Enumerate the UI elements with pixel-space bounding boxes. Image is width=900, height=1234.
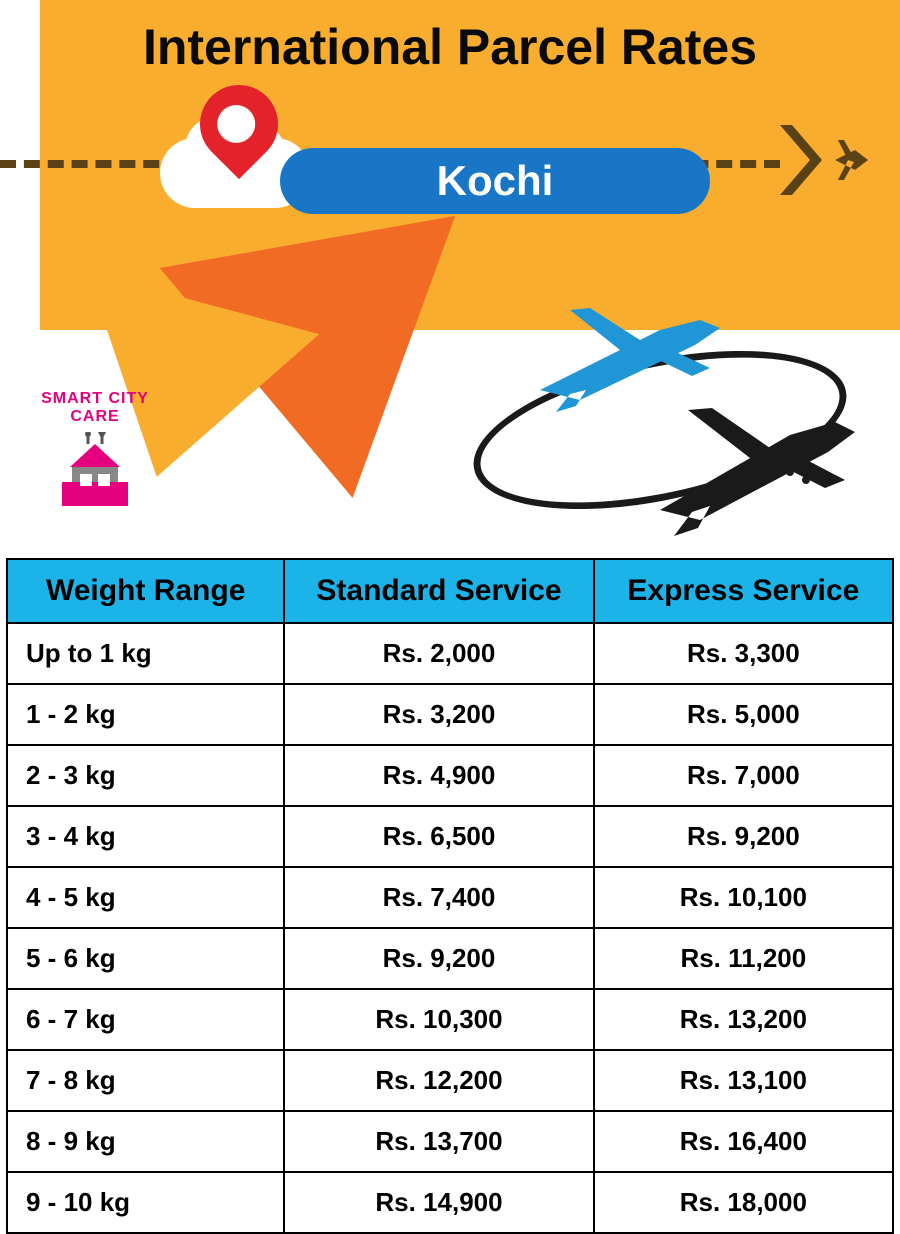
- airplane-black-icon: [640, 380, 880, 555]
- cell-weight: 2 - 3 kg: [7, 745, 284, 806]
- table-row: 7 - 8 kgRs. 12,200Rs. 13,100: [7, 1050, 893, 1111]
- cell-standard: Rs. 14,900: [284, 1172, 593, 1233]
- airplane-small-icon: [760, 110, 880, 225]
- cell-express: Rs. 16,400: [594, 1111, 893, 1172]
- cell-standard: Rs. 10,300: [284, 989, 593, 1050]
- cell-express: Rs. 10,100: [594, 867, 893, 928]
- cell-weight: 4 - 5 kg: [7, 867, 284, 928]
- cell-standard: Rs. 4,900: [284, 745, 593, 806]
- cell-weight: 5 - 6 kg: [7, 928, 284, 989]
- cell-standard: Rs. 7,400: [284, 867, 593, 928]
- table-row: 3 - 4 kgRs. 6,500Rs. 9,200: [7, 806, 893, 867]
- table-header-row: Weight Range Standard Service Express Se…: [7, 559, 893, 623]
- page-title: International Parcel Rates: [0, 18, 900, 76]
- col-header-weight: Weight Range: [7, 559, 284, 623]
- cell-weight: 6 - 7 kg: [7, 989, 284, 1050]
- col-header-standard: Standard Service: [284, 559, 593, 623]
- cell-express: Rs. 13,200: [594, 989, 893, 1050]
- cell-express: Rs. 18,000: [594, 1172, 893, 1233]
- table-row: 1 - 2 kgRs. 3,200Rs. 5,000: [7, 684, 893, 745]
- brand-logo: SMART CITY CARE: [20, 390, 170, 517]
- cell-express: Rs. 13,100: [594, 1050, 893, 1111]
- cell-weight: 8 - 9 kg: [7, 1111, 284, 1172]
- table-row: 9 - 10 kgRs. 14,900Rs. 18,000: [7, 1172, 893, 1233]
- cell-weight: 7 - 8 kg: [7, 1050, 284, 1111]
- city-name: Kochi: [437, 157, 554, 205]
- table-row: 6 - 7 kgRs. 10,300Rs. 13,200: [7, 989, 893, 1050]
- cell-standard: Rs. 2,000: [284, 623, 593, 684]
- cell-standard: Rs. 13,700: [284, 1111, 593, 1172]
- cell-standard: Rs. 6,500: [284, 806, 593, 867]
- table-row: 2 - 3 kgRs. 4,900Rs. 7,000: [7, 745, 893, 806]
- cell-standard: Rs. 3,200: [284, 684, 593, 745]
- orbit-planes-graphic: [440, 300, 880, 560]
- table-row: 8 - 9 kgRs. 13,700Rs. 16,400: [7, 1111, 893, 1172]
- cell-express: Rs. 3,300: [594, 623, 893, 684]
- cell-weight: 1 - 2 kg: [7, 684, 284, 745]
- cell-express: Rs. 9,200: [594, 806, 893, 867]
- cell-standard: Rs. 9,200: [284, 928, 593, 989]
- cell-weight: 3 - 4 kg: [7, 806, 284, 867]
- cell-express: Rs. 5,000: [594, 684, 893, 745]
- table-row: 5 - 6 kgRs. 9,200Rs. 11,200: [7, 928, 893, 989]
- brand-logo-icon: [20, 432, 170, 517]
- cell-weight: 9 - 10 kg: [7, 1172, 284, 1233]
- cell-weight: Up to 1 kg: [7, 623, 284, 684]
- table-row: Up to 1 kgRs. 2,000Rs. 3,300: [7, 623, 893, 684]
- rates-table: Weight Range Standard Service Express Se…: [6, 558, 894, 1234]
- city-badge: Kochi: [280, 148, 710, 214]
- table-row: 4 - 5 kgRs. 7,400Rs. 10,100: [7, 867, 893, 928]
- col-header-express: Express Service: [594, 559, 893, 623]
- cell-express: Rs. 11,200: [594, 928, 893, 989]
- cell-express: Rs. 7,000: [594, 745, 893, 806]
- header-banner: International Parcel Rates Kochi SMART C…: [0, 0, 900, 560]
- cell-standard: Rs. 12,200: [284, 1050, 593, 1111]
- brand-logo-text: SMART CITY CARE: [20, 390, 170, 426]
